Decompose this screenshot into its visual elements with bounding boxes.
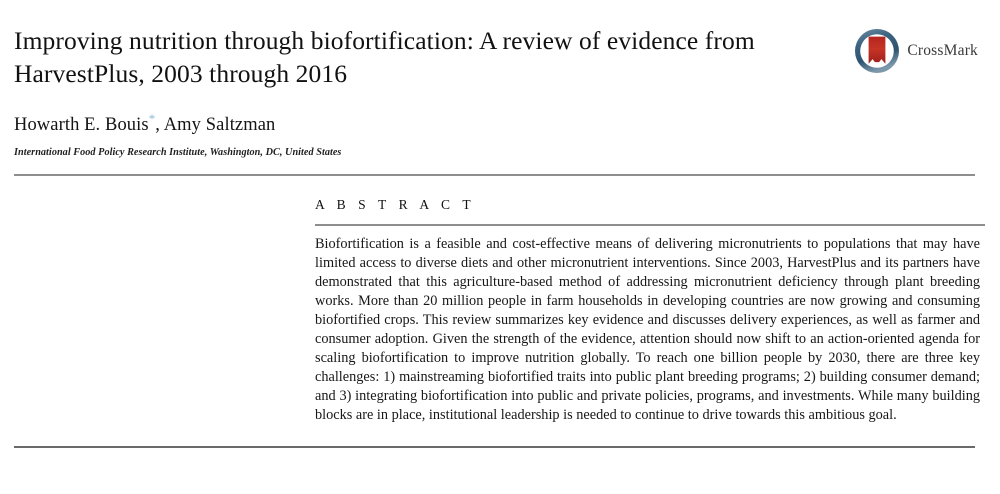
abstract-heading: A B S T R A C T	[315, 197, 476, 212]
crossmark-badge[interactable]: CrossMark	[854, 28, 978, 74]
abstract-text: Biofortification is a feasible and cost-…	[315, 235, 980, 424]
header-divider	[14, 174, 975, 176]
page-title: Improving nutrition through biofortifica…	[14, 26, 755, 88]
abstract-divider	[315, 224, 985, 226]
crossmark-label: CrossMark	[907, 42, 978, 59]
abstract-section: A B S T R A C T Biofortification is a fe…	[315, 196, 985, 425]
author-list: Howarth E. Bouis*, Amy Saltzman	[14, 90, 844, 137]
author-name-primary: Howarth E. Bouis	[14, 115, 149, 135]
corresponding-author-marker[interactable]: *	[148, 110, 156, 126]
crossmark-icon[interactable]	[854, 28, 900, 74]
footer-divider	[14, 446, 975, 448]
author-name-secondary: , Amy Saltzman	[155, 115, 276, 135]
affiliation: International Food Policy Research Insti…	[14, 147, 342, 158]
title-block: Improving nutrition through biofortifica…	[14, 24, 844, 160]
